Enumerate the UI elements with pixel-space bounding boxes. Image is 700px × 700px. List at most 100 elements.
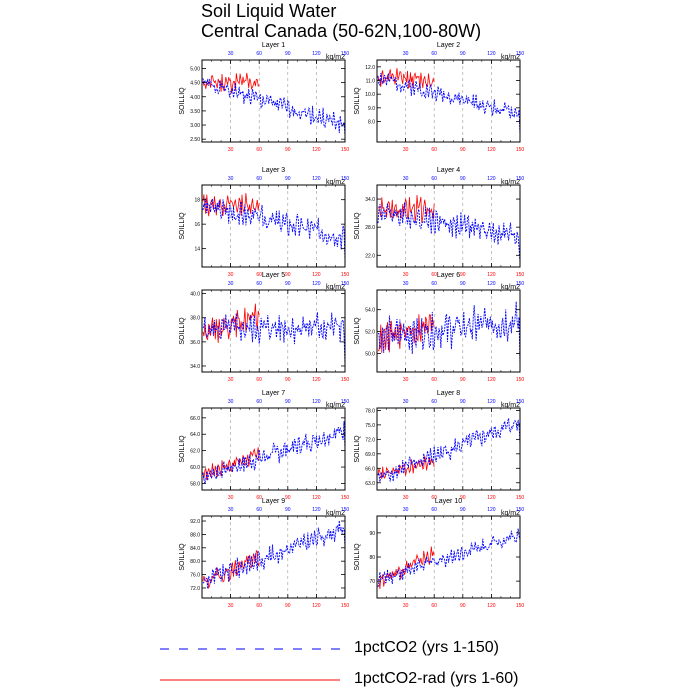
x-tick-label-top: 120 xyxy=(487,507,496,513)
units-label: kg/m2 xyxy=(326,402,345,409)
x-tick-label-top: 150 xyxy=(516,176,525,182)
series-line-1pctco2-rad xyxy=(202,72,260,94)
series-line-1pctco2-rad xyxy=(202,303,260,343)
y-tick-label: 18 xyxy=(194,198,200,204)
y-tick-label: 40.0 xyxy=(190,292,200,298)
y-tick-label: 66.0 xyxy=(365,466,375,472)
x-tick-label-top: 150 xyxy=(341,507,350,513)
x-tick-label-bottom: 120 xyxy=(312,495,321,501)
y-tick-label: 72.0 xyxy=(365,437,375,443)
x-tick-label-top: 60 xyxy=(256,176,262,182)
x-tick-label-top: 90 xyxy=(285,51,291,57)
y-tick-label: 4.00 xyxy=(190,95,200,101)
x-tick-label-top: 120 xyxy=(487,281,496,287)
y-axis-label: SOILLIQ xyxy=(354,87,361,115)
x-tick-label-top: 30 xyxy=(403,51,409,57)
x-tick-label-bottom: 60 xyxy=(431,377,437,383)
y-tick-label: 58.0 xyxy=(190,481,200,487)
y-tick-label: 92.0 xyxy=(190,519,200,525)
x-tick-label-top: 90 xyxy=(460,507,466,513)
x-tick-label-top: 90 xyxy=(460,51,466,57)
panel-title: Layer 1 xyxy=(262,42,285,49)
x-tick-label-bottom: 30 xyxy=(403,377,409,383)
x-tick-label-bottom: 60 xyxy=(256,377,262,383)
series-line-1pctco2 xyxy=(377,418,521,482)
series-line-1pctco2 xyxy=(377,202,521,263)
y-tick-label: 8.0 xyxy=(368,120,375,126)
series-line-1pctco2-rad xyxy=(377,456,435,480)
y-tick-label: 12.0 xyxy=(365,65,375,71)
x-tick-label-bottom: 120 xyxy=(487,377,496,383)
y-tick-label: 22.0 xyxy=(365,253,375,259)
plot-frame xyxy=(376,289,521,373)
panel-layer-6: Layer 6 kg/m2 SOILLIQ 50.0 52.0 54.0 30 30 60 60 9… xyxy=(354,272,524,383)
x-tick-label-top: 60 xyxy=(256,281,262,287)
y-tick-label: 88.0 xyxy=(190,532,200,538)
y-tick-label: 90 xyxy=(369,531,375,537)
x-tick-label-top: 60 xyxy=(431,507,437,513)
y-tick-label: 72.0 xyxy=(190,586,200,592)
units-label: kg/m2 xyxy=(501,402,520,409)
y-tick-label: 14 xyxy=(194,247,200,253)
y-tick-label: 50.0 xyxy=(365,351,375,357)
y-axis-label: SOILLIQ xyxy=(354,212,361,240)
x-tick-label-top: 90 xyxy=(285,281,291,287)
y-tick-label: 3.50 xyxy=(190,109,200,115)
x-tick-label-top: 60 xyxy=(256,51,262,57)
series-line-1pctco2 xyxy=(202,78,346,137)
y-axis-label: SOILLIQ xyxy=(179,317,186,345)
x-tick-label-bottom: 30 xyxy=(403,603,409,609)
units-label: kg/m2 xyxy=(501,284,520,291)
series-line-1pctco2 xyxy=(377,301,521,367)
plot-frame xyxy=(201,59,346,143)
x-tick-label-bottom: 120 xyxy=(312,603,321,609)
plot-frame xyxy=(201,515,346,599)
y-tick-label: 34.0 xyxy=(365,197,375,203)
y-tick-label: 75.0 xyxy=(365,423,375,429)
y-tick-label: 36.0 xyxy=(190,340,200,346)
y-axis-label: SOILLIQ xyxy=(179,435,186,463)
y-tick-label: 80 xyxy=(369,555,375,561)
plot-frame xyxy=(201,407,346,491)
chart-title: Soil Liquid Water xyxy=(201,1,337,21)
series-line-1pctco2 xyxy=(202,520,346,589)
x-tick-label-bottom: 150 xyxy=(341,272,350,278)
panel-layer-1: Layer 1 kg/m2 SOILLIQ 2.50 3.00 3.50 4.00 4.50 5… xyxy=(179,42,349,153)
x-tick-label-top: 90 xyxy=(460,281,466,287)
x-tick-label-bottom: 90 xyxy=(285,272,291,278)
x-tick-label-bottom: 30 xyxy=(228,603,234,609)
series-line-1pctco2-rad xyxy=(202,193,260,217)
y-tick-label: 9.0 xyxy=(368,106,375,112)
x-tick-label-bottom: 60 xyxy=(256,603,262,609)
x-tick-label-top: 150 xyxy=(516,51,525,57)
panel-title: Layer 7 xyxy=(262,390,285,397)
x-tick-label-top: 120 xyxy=(312,176,321,182)
x-tick-label-bottom: 60 xyxy=(431,603,437,609)
y-tick-label: 5.00 xyxy=(190,66,200,72)
panel-layer-2: Layer 2 kg/m2 SOILLIQ 8.0 9.0 10.0 11.0 12.0 30 3… xyxy=(354,42,524,153)
x-tick-label-bottom: 90 xyxy=(460,377,466,383)
x-tick-label-top: 30 xyxy=(403,507,409,513)
units-label: kg/m2 xyxy=(501,510,520,517)
plot-frame xyxy=(376,407,521,491)
x-tick-label-top: 150 xyxy=(516,281,525,287)
x-tick-label-top: 30 xyxy=(228,281,234,287)
y-tick-label: 38.0 xyxy=(190,316,200,322)
y-tick-label: 70 xyxy=(369,579,375,585)
series-line-1pctco2-rad xyxy=(377,314,435,353)
y-tick-label: 54.0 xyxy=(365,308,375,314)
y-tick-label: 84.0 xyxy=(190,546,200,552)
plot-frame xyxy=(376,515,521,599)
panel-title: Layer 3 xyxy=(262,167,285,174)
y-tick-label: 62.0 xyxy=(190,449,200,455)
x-tick-label-top: 120 xyxy=(312,281,321,287)
panel-layer-5: Layer 5 kg/m2 SOILLIQ 34.0 36.0 38.0 40.0 30 30 6… xyxy=(179,272,349,383)
x-tick-label-bottom: 30 xyxy=(403,272,409,278)
panel-title: Layer 2 xyxy=(437,42,460,49)
plot-frame xyxy=(201,289,346,373)
y-axis-label: SOILLIQ xyxy=(354,435,361,463)
x-tick-label-top: 30 xyxy=(403,399,409,405)
y-axis-label: SOILLIQ xyxy=(179,212,186,240)
series-line-1pctco2 xyxy=(202,198,346,261)
x-tick-label-top: 60 xyxy=(431,281,437,287)
